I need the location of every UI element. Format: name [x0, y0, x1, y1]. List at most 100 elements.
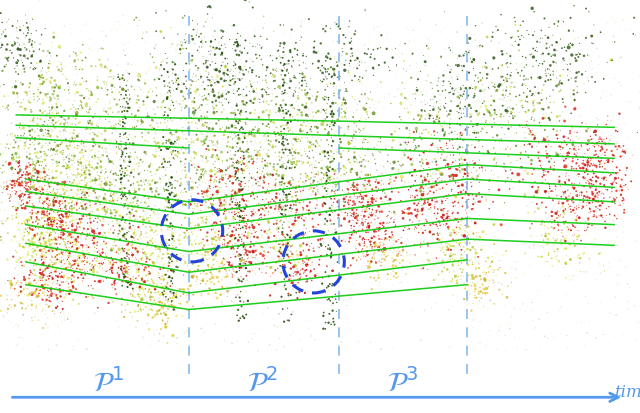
Point	[248, 159, 259, 166]
Point	[116, 266, 126, 272]
Point	[15, 335, 25, 341]
Point	[151, 85, 161, 92]
Point	[526, 132, 536, 139]
Point	[600, 150, 610, 156]
Point	[222, 135, 232, 142]
Point	[294, 211, 305, 218]
Point	[116, 238, 126, 244]
Point	[219, 211, 229, 217]
Point	[214, 279, 224, 285]
Point	[38, 82, 48, 88]
Point	[438, 147, 448, 154]
Point	[188, 292, 198, 298]
Point	[330, 20, 340, 27]
Point	[214, 40, 224, 47]
Point	[496, 125, 506, 132]
Point	[270, 281, 280, 287]
Point	[340, 172, 351, 179]
Point	[474, 120, 484, 127]
Point	[84, 88, 94, 95]
Point	[575, 114, 585, 120]
Point	[168, 142, 178, 149]
Point	[166, 278, 177, 284]
Point	[506, 35, 516, 42]
Point	[477, 126, 488, 133]
Point	[49, 279, 59, 285]
Point	[67, 157, 77, 164]
Point	[234, 210, 244, 216]
Point	[221, 71, 232, 78]
Point	[389, 165, 399, 172]
Point	[191, 108, 201, 114]
Point	[284, 109, 294, 115]
Point	[278, 262, 288, 268]
Point	[36, 116, 46, 123]
Point	[530, 179, 540, 185]
Point	[201, 281, 211, 288]
Point	[390, 129, 400, 135]
Point	[55, 102, 65, 109]
Point	[271, 144, 281, 150]
Point	[20, 43, 30, 50]
Point	[488, 66, 498, 73]
Point	[32, 61, 42, 67]
Point	[419, 239, 429, 245]
Point	[181, 61, 191, 68]
Point	[321, 107, 332, 114]
Point	[109, 278, 120, 285]
Point	[185, 182, 195, 189]
Point	[108, 75, 118, 81]
Point	[119, 108, 129, 115]
Point	[553, 177, 563, 183]
Point	[120, 131, 130, 138]
Point	[217, 221, 227, 228]
Point	[46, 75, 56, 82]
Point	[16, 133, 26, 140]
Point	[122, 99, 132, 106]
Point	[230, 125, 240, 132]
Point	[280, 181, 290, 188]
Point	[37, 81, 47, 88]
Point	[493, 240, 504, 247]
Point	[266, 274, 276, 280]
Point	[164, 126, 175, 133]
Point	[115, 139, 125, 145]
Point	[461, 171, 471, 178]
Point	[171, 192, 181, 199]
Point	[70, 51, 81, 57]
Point	[395, 171, 405, 177]
Point	[269, 78, 279, 85]
Point	[449, 243, 459, 250]
Point	[365, 274, 376, 281]
Point	[337, 251, 347, 257]
Point	[288, 254, 298, 261]
Point	[543, 35, 553, 42]
Point	[301, 123, 312, 130]
Point	[310, 192, 320, 199]
Point	[43, 225, 53, 232]
Point	[374, 204, 384, 210]
Point	[35, 224, 45, 231]
Point	[161, 244, 172, 250]
Point	[79, 162, 89, 169]
Point	[122, 264, 132, 271]
Point	[37, 254, 47, 261]
Point	[2, 310, 12, 316]
Point	[371, 161, 381, 168]
Point	[559, 221, 569, 228]
Point	[339, 199, 349, 205]
Point	[314, 274, 324, 281]
Point	[73, 20, 83, 26]
Point	[537, 200, 547, 206]
Point	[356, 216, 366, 222]
Point	[226, 67, 236, 74]
Point	[239, 246, 249, 253]
Point	[257, 159, 267, 166]
Point	[36, 73, 47, 79]
Point	[529, 245, 539, 252]
Point	[191, 73, 201, 80]
Point	[284, 180, 294, 187]
Point	[617, 188, 627, 194]
Point	[294, 228, 304, 235]
Point	[296, 24, 306, 30]
